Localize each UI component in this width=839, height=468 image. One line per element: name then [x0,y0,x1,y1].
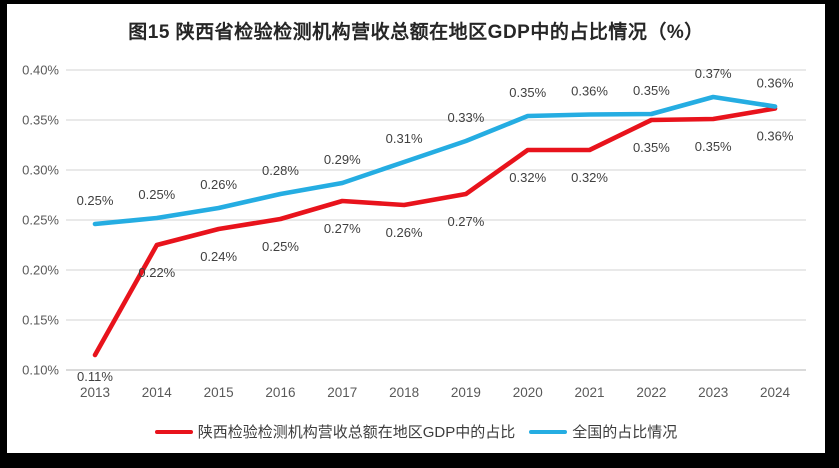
x-tick-label: 2017 [327,385,357,400]
data-label: 0.22% [138,265,175,280]
legend-item-national: 全国的占比情况 [529,425,677,440]
data-label: 0.26% [386,225,423,240]
legend-label-national: 全国的占比情况 [572,423,678,441]
data-label: 0.24% [200,249,237,264]
y-tick-label: 0.25% [22,213,59,228]
data-label: 0.25% [262,239,299,254]
x-tick-label: 2019 [451,385,481,400]
x-tick-label: 2023 [698,385,728,400]
data-label: 0.37% [695,66,732,81]
data-label: 0.31% [386,131,423,146]
data-label: 0.26% [200,177,237,192]
x-tick-label: 2022 [636,385,666,400]
red-line-swatch-icon [154,429,193,435]
data-label: 0.32% [509,170,546,185]
data-label: 0.35% [633,83,670,98]
x-tick-label: 2018 [389,385,419,400]
data-label: 0.36% [757,76,794,91]
chart-panel: 图15 陕西省检验检测机构营收总额在地区GDP中的占比情况（%） 0.40% 0.… [7,4,825,453]
y-tick-label: 0.30% [22,163,59,178]
series-line-0 [92,106,778,358]
y-tick-label: 0.20% [22,263,59,278]
data-label: 0.35% [695,139,732,154]
data-label: 0.35% [509,85,546,100]
data-label: 0.29% [324,152,361,167]
x-tick-label: 2016 [265,385,295,400]
y-tick-label: 0.10% [22,363,59,378]
data-label: 0.27% [324,221,361,236]
series-line-1 [92,94,778,227]
x-tick-label: 2021 [575,385,605,400]
x-tick-label: 2024 [760,385,791,400]
chart-title: 图15 陕西省检验检测机构营收总额在地区GDP中的占比情况（%） [128,22,704,43]
data-label: 0.25% [77,193,114,208]
y-tick-label: 0.40% [22,63,59,78]
data-label: 0.33% [447,110,484,125]
line-chart: 0.40% 0.35% 0.30% 0.25% 0.20% 0.15% 0.10% 2013 2… [22,63,806,400]
data-label: 0.35% [633,140,670,155]
legend-item-shaanxi: 陕西检验检测机构营收总额在地区GDP中的占比 [154,423,516,441]
data-label: 0.25% [138,187,175,202]
data-label: 0.36% [757,129,794,144]
legend: 陕西检验检测机构营收总额在地区GDP中的占比 全国的占比情况 [7,422,825,442]
x-tick-label: 2014 [142,385,173,400]
x-tick-label: 2013 [80,385,110,400]
data-label: 0.27% [447,214,484,229]
data-label: 0.36% [571,84,608,99]
data-label: 0.11% [77,369,113,384]
data-label: 0.28% [262,163,299,178]
data-label: 0.32% [571,170,608,185]
x-tick-label: 2015 [204,385,234,400]
blue-line-swatch-icon [529,429,568,435]
x-tick-label: 2020 [513,385,543,400]
y-tick-label: 0.15% [22,313,59,328]
legend-label-shaanxi: 陕西检验检测机构营收总额在地区GDP中的占比 [197,423,516,441]
y-tick-label: 0.35% [22,113,59,128]
